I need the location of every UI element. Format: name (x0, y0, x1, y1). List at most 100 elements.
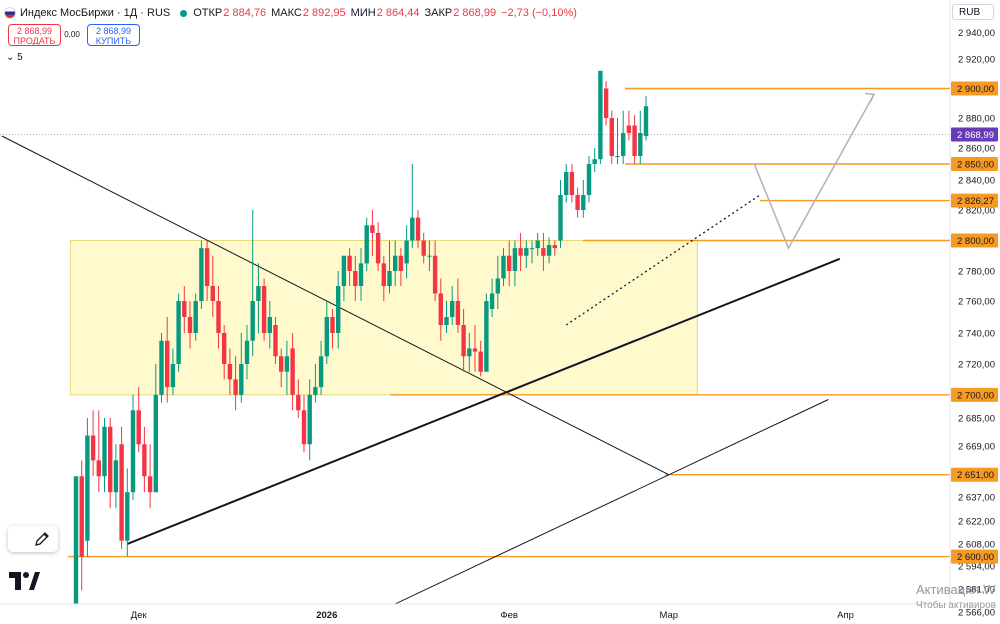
candle (535, 232, 540, 256)
candle (421, 232, 426, 264)
candle (615, 118, 620, 164)
candle (147, 444, 153, 509)
candle-body (609, 118, 614, 156)
candle (609, 110, 614, 164)
candle (410, 164, 415, 249)
candle-body (227, 364, 233, 380)
candle (575, 187, 580, 218)
candle (632, 115, 637, 164)
candle (96, 410, 101, 493)
candle-body (564, 172, 569, 195)
candle-body (130, 410, 136, 493)
low-label: МИН (350, 7, 376, 19)
candle-body (381, 263, 386, 286)
candle-body (113, 460, 119, 493)
candle (176, 293, 181, 372)
level-price-tag (951, 387, 998, 402)
candle-body (410, 217, 415, 241)
buy-label: КУПИТЬ (95, 36, 132, 46)
price-tick-label: 2 685,00 (958, 414, 995, 425)
buy-button[interactable]: 2 868,99 КУПИТЬ (87, 24, 140, 46)
spread-value: 0,00 (64, 30, 80, 39)
candle-body (415, 217, 421, 241)
candle-body (170, 364, 176, 388)
trend-lines[interactable] (1, 92, 876, 613)
candle-body (375, 232, 381, 264)
pen-icon[interactable] (30, 528, 54, 550)
candle-body (210, 286, 215, 301)
currency-selector[interactable]: RUB (952, 4, 994, 20)
candle-body (398, 255, 404, 271)
tradingview-logo[interactable] (8, 570, 42, 600)
close-value: 2 868,99 (453, 7, 497, 19)
candle (621, 110, 626, 164)
candle-body (267, 317, 272, 333)
candle-body (512, 248, 518, 271)
level-price-label: 2 700,00 (957, 390, 994, 401)
candle (313, 364, 318, 403)
candle (113, 444, 119, 509)
candle-body (313, 387, 318, 395)
sell-price: 2 868,99 (16, 26, 53, 36)
candle-body (273, 325, 278, 357)
candle (444, 301, 449, 333)
russia-flag-icon (4, 7, 16, 19)
candle-body (364, 225, 369, 264)
candle-body (119, 444, 124, 541)
candle (85, 418, 90, 557)
dotted-trendline (565, 194, 761, 326)
candle-body (187, 317, 193, 333)
time-axis[interactable]: Дек 2026 Фев Мар Апр (0, 603, 950, 624)
candle (193, 293, 198, 341)
current-price-label: 2 868,99 (957, 130, 994, 141)
change-value: −2,73 (−0,10%) (501, 7, 577, 19)
time-axis-bg (0, 604, 950, 624)
candle-body (478, 351, 483, 372)
symbol-title[interactable]: Индекс МосБиржи · 1Д · RUS (20, 7, 171, 19)
candle (301, 394, 307, 453)
high-label: МАКС (271, 7, 302, 19)
candle (279, 348, 284, 388)
candle-body (204, 248, 210, 286)
candle (153, 364, 158, 493)
indicators-count: 5 (17, 52, 23, 63)
sell-button[interactable]: 2 868,99 ПРОДАТЬ (8, 24, 61, 46)
candle (489, 278, 495, 317)
candle (495, 255, 500, 309)
candle (273, 317, 278, 364)
symbol-header[interactable]: Индекс МосБиржи · 1Д · RUS ОТКР 2 884,76… (4, 4, 582, 22)
candle (375, 222, 381, 271)
candle (638, 110, 643, 164)
candle-body (79, 476, 84, 557)
candle (108, 418, 113, 509)
trade-buttons: 2 868,99 ПРОДАТЬ 0,00 2 868,99 КУПИТЬ (8, 24, 140, 46)
buy-price: 2 868,99 (95, 26, 132, 36)
candle (267, 301, 272, 349)
price-axis[interactable]: 2 940,00 2 920,00 2 880,00 2 860,00 2 840,00… (949, 0, 1000, 624)
candle-body (358, 263, 364, 286)
candle (432, 240, 438, 301)
candle (461, 309, 466, 372)
candle-body (301, 410, 307, 445)
candle (182, 286, 187, 333)
candle-body (193, 301, 198, 333)
candle (222, 325, 227, 380)
horizontal-levels[interactable] (0, 87, 950, 558)
candle-body (484, 301, 489, 372)
indicators-toggle[interactable]: ⌄ 5 (6, 52, 23, 63)
candle-body (404, 240, 409, 264)
candle (467, 333, 472, 372)
candle-body (450, 301, 455, 317)
level-price-label: 2 826,27 (957, 196, 994, 207)
candle (239, 333, 244, 403)
price-tick-label: 2 637,00 (958, 493, 995, 504)
candle-body (250, 301, 255, 341)
candle-body (284, 356, 290, 372)
candle (347, 248, 352, 286)
candle-body (336, 286, 341, 333)
candle-body (296, 394, 301, 411)
candle (512, 240, 518, 286)
sell-label: ПРОДАТЬ (13, 36, 56, 46)
price-tick-label: 2 581,00 (958, 585, 995, 596)
